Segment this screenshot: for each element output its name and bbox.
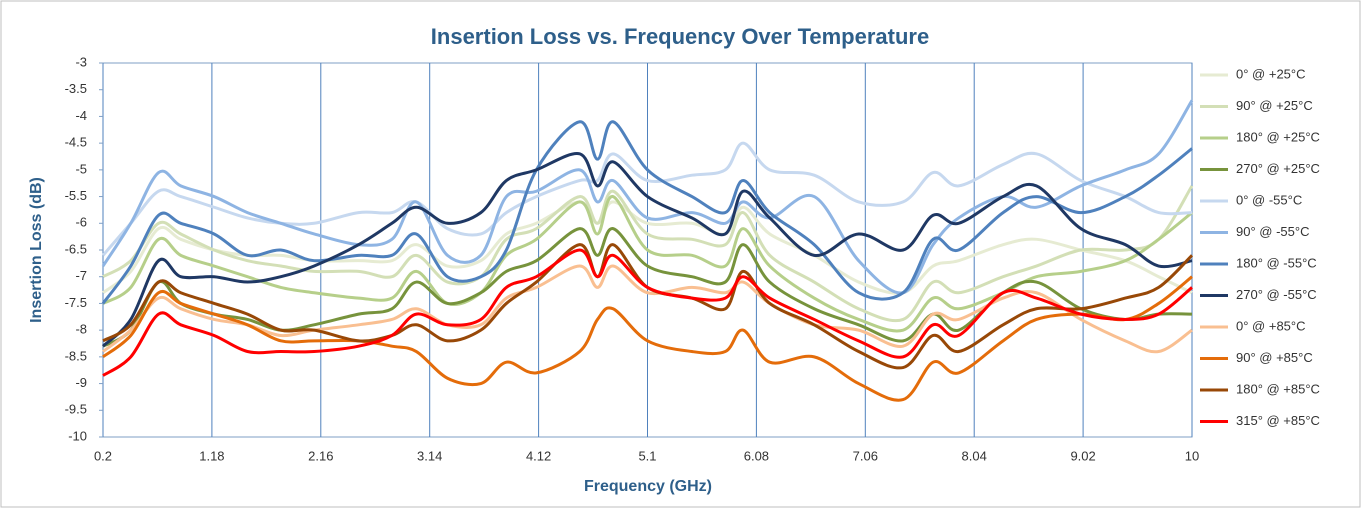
y-tick-label: -7: [75, 268, 87, 283]
legend-label: 0° @ +25°C: [1236, 66, 1306, 81]
series-line: [102, 264, 1193, 354]
x-tick-label: 5.1: [638, 448, 656, 463]
legend-label: 270° @ -55°C: [1236, 287, 1317, 302]
x-tick-label: 10: [1185, 448, 1199, 463]
legend-label: 270° @ +25°C: [1236, 161, 1320, 176]
legend-label: 90° @ +25°C: [1236, 98, 1313, 113]
legend-label: 315° @ +85°C: [1236, 413, 1320, 428]
x-tick-label: 3.14: [417, 448, 442, 463]
series-line: [101, 152, 1193, 348]
series-line: [102, 195, 1193, 333]
chart-title: Insertion Loss vs. Frequency Over Temper…: [431, 24, 929, 49]
series-line: [101, 141, 1193, 257]
legend-label: 180° @ +85°C: [1236, 381, 1320, 396]
x-tick-label: 8.04: [962, 448, 987, 463]
legend-label: 90° @ +85°C: [1236, 350, 1313, 365]
x-tick-label: 2.16: [308, 448, 333, 463]
y-tick-label: -7.5: [65, 295, 87, 310]
y-axis-title: Insertion Loss (dB): [28, 177, 45, 323]
x-tick-label: 0.2: [94, 448, 112, 463]
y-tick-label: -3: [75, 54, 87, 69]
series-line: [102, 275, 1193, 402]
legend-label: 0° @ +85°C: [1236, 318, 1306, 333]
y-tick-label: -6.5: [65, 241, 87, 256]
y-tick-label: -8: [75, 322, 87, 337]
legend-label: 0° @ -55°C: [1236, 192, 1302, 207]
series-line: [102, 243, 1194, 370]
y-tick-label: -8.5: [65, 348, 87, 363]
x-tick-label: 9.02: [1070, 448, 1095, 463]
y-tick-label: -4: [75, 108, 87, 123]
y-tick-label: -5.5: [65, 188, 87, 203]
series-line: [101, 120, 1193, 305]
y-tick-label: -10: [68, 428, 87, 443]
series-line: [101, 99, 1194, 295]
y-tick-label: -9.5: [65, 402, 87, 417]
legend-label: 180° @ -55°C: [1236, 255, 1317, 270]
x-tick-label: 6.08: [744, 448, 769, 463]
y-tick-label: -6: [75, 215, 87, 230]
y-tick-label: -5: [75, 161, 87, 176]
x-tick-label: 7.06: [853, 448, 878, 463]
legend-label: 180° @ +25°C: [1236, 129, 1320, 144]
x-tick-label: 1.18: [199, 448, 224, 463]
legend-label: 90° @ -55°C: [1236, 224, 1309, 239]
series-line: [102, 185, 1194, 323]
series-line: [102, 248, 1193, 377]
x-tick-label: 4.12: [526, 448, 551, 463]
y-tick-label: -3.5: [65, 81, 87, 96]
y-tick-label: -4.5: [65, 135, 87, 150]
y-tick-label: -9: [75, 375, 87, 390]
x-axis-title: Frequency (GHz): [584, 478, 712, 495]
